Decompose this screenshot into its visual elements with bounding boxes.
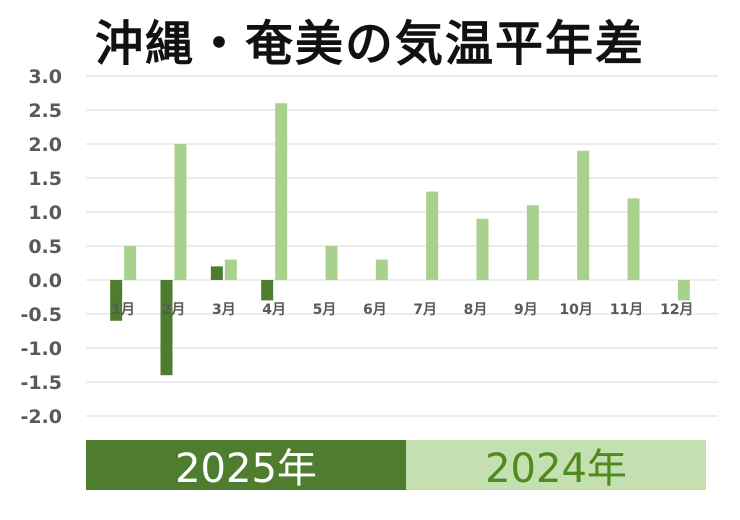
x-tick-label: 10月 <box>559 302 592 318</box>
bar-2024-10 <box>577 150 590 280</box>
bar-2024-11 <box>627 198 640 280</box>
bar-2024-9 <box>526 205 539 280</box>
bar-2024-5 <box>325 246 338 280</box>
x-tick-label: 4月 <box>262 302 286 318</box>
y-tick-label: -2.0 <box>20 406 62 428</box>
y-tick-label: 2.5 <box>28 100 62 122</box>
chart-title: 沖縄・奄美の気温平年差 <box>94 16 645 72</box>
x-tick-label: 9月 <box>514 302 538 318</box>
y-axis-ticks: 3.0 2.5 2.0 1.5 1.0 0.5 0.0 -0.5 -1.0 -1.5 -2.0 <box>20 66 62 428</box>
bar-2024-3 <box>224 259 237 280</box>
bar-2024-12 <box>677 280 690 301</box>
bar-2025-1 <box>110 280 123 321</box>
x-axis-ticks: 1月 2月 3月 4月 5月 6月 7月 8月 9月 10月 11月 12月 <box>111 302 693 318</box>
y-tick-label: 2.0 <box>28 134 62 156</box>
bar-chart: 3.0 2.5 2.0 1.5 1.0 0.5 0.0 -0.5 -1.0 -1.5 -2.0 1月… <box>20 66 718 428</box>
x-tick-label: 1月 <box>111 302 135 318</box>
bar-2024-2 <box>174 144 187 280</box>
x-tick-label: 7月 <box>413 302 437 318</box>
y-tick-label: 0.5 <box>28 236 62 258</box>
y-tick-label: -1.0 <box>20 338 62 360</box>
x-tick-label: 2月 <box>162 302 186 318</box>
x-tick-label: 5月 <box>313 302 337 318</box>
y-tick-label: -0.5 <box>20 304 62 326</box>
bar-2025-3 <box>210 266 223 280</box>
bar-2024-1 <box>124 246 137 280</box>
bars <box>110 103 690 376</box>
y-tick-label: 1.0 <box>28 202 62 224</box>
y-tick-label: 3.0 <box>28 66 62 88</box>
x-tick-label: 11月 <box>610 302 643 318</box>
y-tick-label: 0.0 <box>28 270 62 292</box>
y-tick-label: -1.5 <box>20 372 62 394</box>
bar-2024-6 <box>375 259 388 280</box>
x-tick-label: 6月 <box>363 302 387 318</box>
x-tick-label: 3月 <box>212 302 236 318</box>
bar-2025-4 <box>261 280 274 301</box>
bar-2024-8 <box>476 218 489 280</box>
legend-2024: 2024年 <box>406 440 706 492</box>
bar-2025-2 <box>160 280 173 376</box>
legend-2025: 2025年 <box>86 440 406 492</box>
x-tick-label: 8月 <box>464 302 488 318</box>
x-tick-label: 12月 <box>660 302 693 318</box>
bar-2024-4 <box>275 103 288 280</box>
bar-2024-7 <box>426 191 439 280</box>
grid-lines <box>86 75 718 417</box>
y-tick-label: 1.5 <box>28 168 62 190</box>
